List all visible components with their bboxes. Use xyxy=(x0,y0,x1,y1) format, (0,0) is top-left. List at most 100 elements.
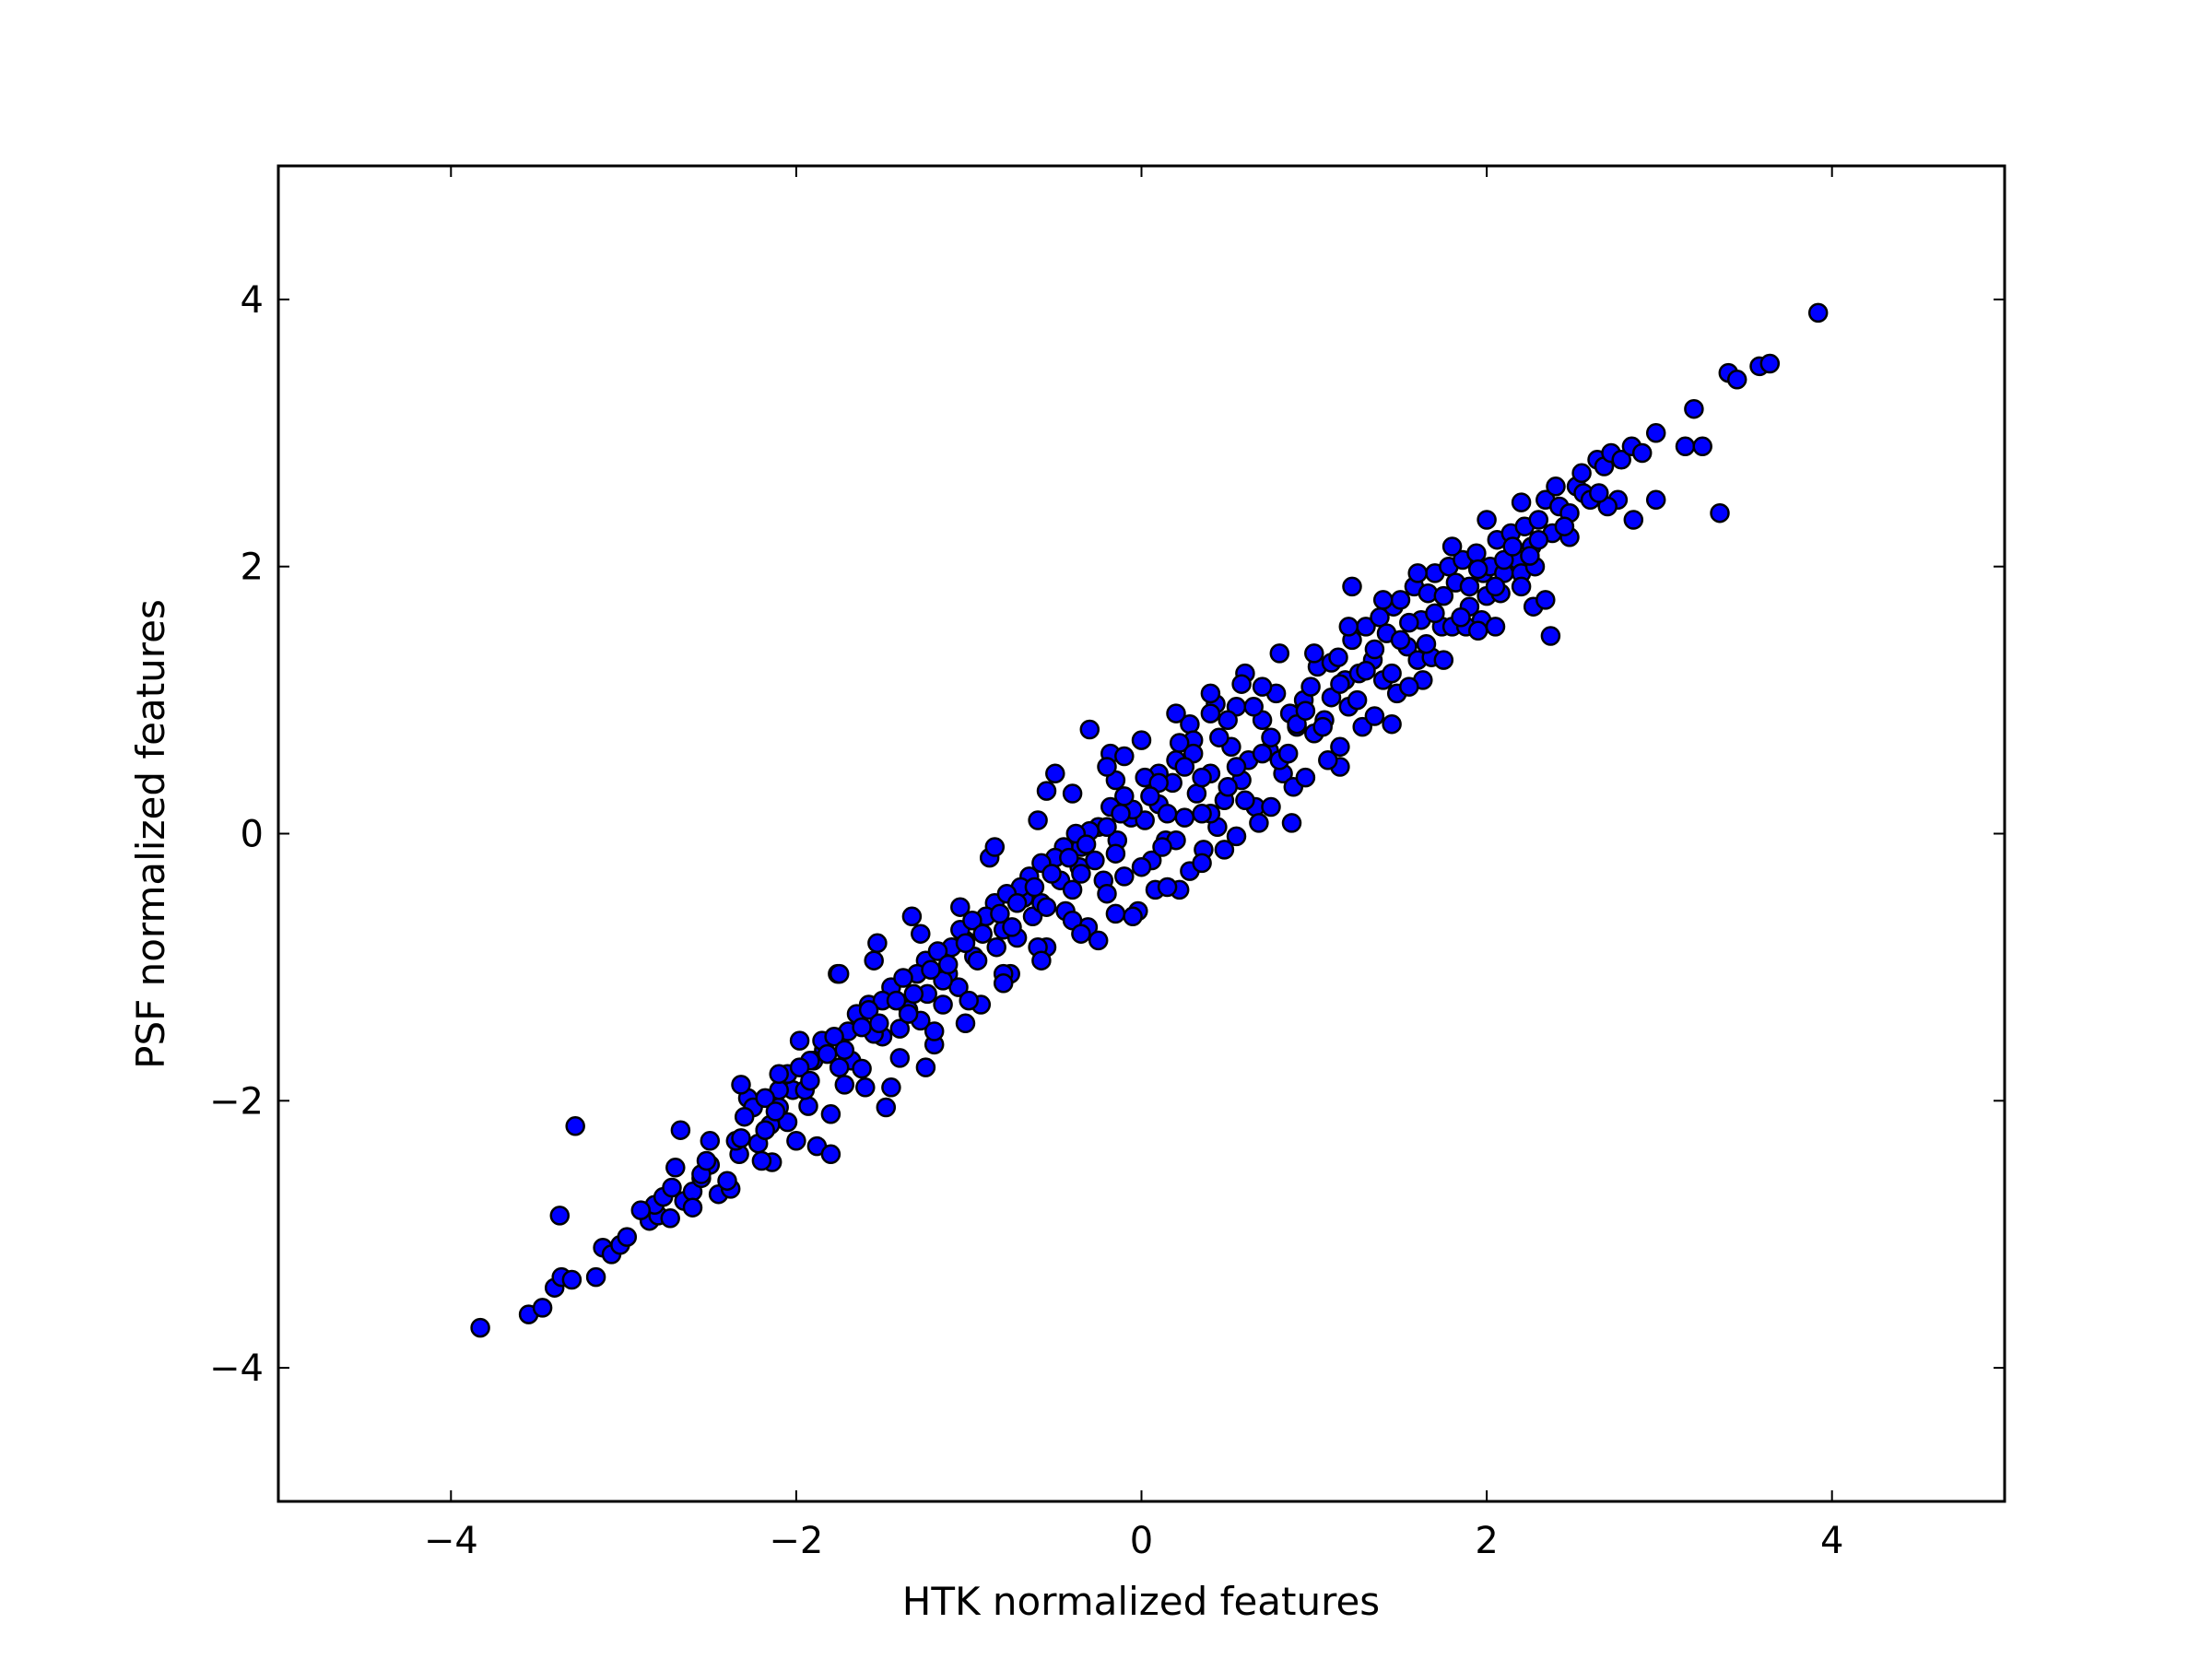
data-point xyxy=(1186,783,1207,804)
data-point xyxy=(1467,559,1488,580)
data-point xyxy=(1485,617,1506,637)
data-point xyxy=(1097,817,1117,838)
data-point xyxy=(886,990,907,1011)
data-point xyxy=(565,1116,585,1136)
data-point xyxy=(852,1058,872,1079)
data-point xyxy=(1611,450,1631,470)
data-point xyxy=(1433,650,1454,670)
x-tick-label: 2 xyxy=(1475,1520,1498,1562)
data-point xyxy=(1226,757,1247,777)
data-point xyxy=(927,941,948,961)
data-point xyxy=(1192,767,1212,788)
data-point xyxy=(1031,950,1052,971)
data-point xyxy=(876,1097,897,1118)
data-point xyxy=(1076,834,1097,854)
data-point xyxy=(1372,590,1394,610)
data-point xyxy=(800,1070,820,1091)
data-point xyxy=(1252,743,1273,764)
data-point xyxy=(765,1101,786,1122)
data-point xyxy=(959,990,979,1011)
data-point xyxy=(921,959,941,981)
data-point xyxy=(1554,516,1575,536)
data-point xyxy=(1300,677,1321,697)
data-point xyxy=(824,1026,844,1047)
data-point xyxy=(670,1120,691,1140)
data-point xyxy=(1249,813,1269,833)
data-point xyxy=(1071,864,1091,884)
data-point xyxy=(786,1131,806,1151)
data-point xyxy=(1062,879,1083,900)
data-point xyxy=(903,983,924,1005)
data-point xyxy=(665,1158,686,1178)
data-point xyxy=(915,1057,936,1077)
data-point xyxy=(734,1106,755,1127)
data-point xyxy=(755,1088,775,1109)
data-point xyxy=(1623,510,1644,530)
data-point xyxy=(1407,563,1428,583)
data-point xyxy=(1140,786,1160,806)
data-point xyxy=(1390,590,1411,610)
data-point xyxy=(1105,843,1126,864)
data-point xyxy=(893,968,913,988)
data-point xyxy=(911,924,931,944)
data-point xyxy=(1535,590,1556,610)
data-point xyxy=(617,1227,638,1247)
data-point xyxy=(1485,576,1506,597)
data-point xyxy=(470,1317,490,1338)
data-point xyxy=(1036,781,1057,801)
data-point xyxy=(1441,536,1463,557)
data-point xyxy=(1726,370,1747,390)
data-point xyxy=(1347,689,1368,711)
data-point xyxy=(1425,603,1445,624)
data-point xyxy=(1157,877,1178,898)
data-point xyxy=(967,950,988,971)
data-point xyxy=(1166,703,1186,724)
data-point xyxy=(1382,713,1402,735)
data-point xyxy=(731,1128,751,1148)
data-point xyxy=(881,1077,901,1098)
data-point xyxy=(755,1120,775,1140)
data-point xyxy=(1546,477,1566,497)
data-point xyxy=(986,936,1006,958)
y-axis-label: PSF normalized features xyxy=(128,599,173,1069)
data-point xyxy=(1028,810,1048,830)
data-point xyxy=(1295,700,1316,721)
y-tick-label: −4 xyxy=(209,1347,264,1390)
data-point xyxy=(1589,483,1609,503)
data-point xyxy=(950,897,971,917)
data-point xyxy=(898,1004,919,1024)
data-point xyxy=(1433,585,1454,606)
data-point xyxy=(1356,660,1376,681)
data-point xyxy=(1502,536,1523,557)
data-point xyxy=(1111,804,1131,824)
data-point xyxy=(1304,643,1324,664)
y-tick-label: −2 xyxy=(209,1080,264,1123)
data-point xyxy=(1364,639,1385,660)
data-point xyxy=(1088,930,1109,951)
x-tick-label: −4 xyxy=(424,1520,478,1562)
data-point xyxy=(1085,850,1105,871)
data-point xyxy=(817,1043,838,1065)
data-point xyxy=(1105,903,1126,924)
data-point xyxy=(1218,777,1238,797)
data-point xyxy=(1338,617,1359,637)
data-point xyxy=(1200,683,1221,704)
data-point xyxy=(1135,810,1155,830)
data-point xyxy=(829,1057,850,1077)
data-point xyxy=(660,1208,680,1229)
data-point xyxy=(1295,767,1316,788)
data-point xyxy=(1045,763,1065,784)
data-point xyxy=(751,1150,772,1171)
data-point xyxy=(901,906,923,927)
data-point xyxy=(972,924,993,944)
data-point xyxy=(1261,796,1281,818)
data-points xyxy=(470,302,1829,1338)
data-point xyxy=(1364,706,1385,726)
x-axis-label: HTK normalized features xyxy=(902,1579,1380,1624)
data-point xyxy=(1399,677,1419,697)
data-point xyxy=(1645,423,1666,443)
data-point xyxy=(561,1269,582,1290)
data-point xyxy=(990,903,1010,924)
data-point xyxy=(955,1013,976,1034)
data-point xyxy=(1131,730,1152,750)
